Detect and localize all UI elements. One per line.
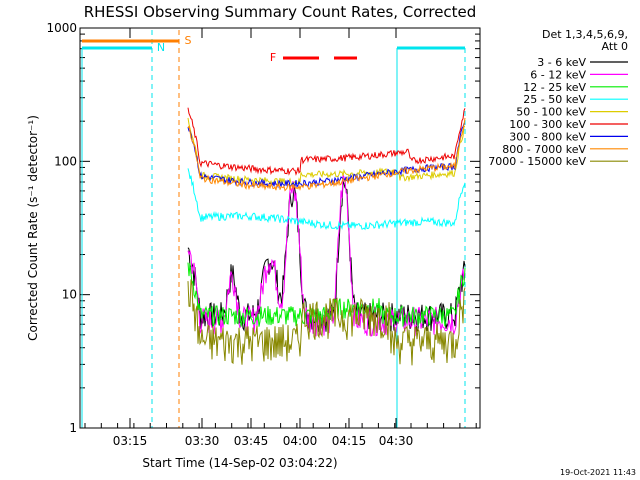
flare-marker-label: F [270,51,276,64]
chart-title: RHESSI Observing Summary Count Rates, Co… [84,3,477,21]
legend-label: 7000 - 15000 keV [488,155,586,168]
legend-label: 25 - 50 keV [523,93,586,106]
y-tick-label: 100 [54,154,77,168]
legend-label: 100 - 300 keV [509,118,586,131]
legend-header-line1: Det 1,3,4,5,6,9, [542,28,628,41]
x-tick-label: 03:45 [234,434,269,448]
series-line [187,173,466,337]
series-line [187,117,466,186]
legend-label: 3 - 6 keV [537,56,586,69]
plot-frame [79,27,481,429]
x-tick-label: 04:00 [283,434,318,448]
series-line [187,117,466,192]
y-tick-label: 10 [62,288,77,302]
x-tick-label: 03:30 [185,434,220,448]
saa-marker-label: S [185,34,192,47]
y-tick-label: 1 [69,421,77,435]
legend-label: 6 - 12 keV [530,68,586,81]
series-line [187,168,466,231]
y-axis-label: Corrected Count Rate (s⁻¹ detector⁻¹) [26,115,40,341]
legend-label: 12 - 25 keV [523,81,586,94]
x-tick-label: 03:15 [113,434,148,448]
plot-area: 1 10 100 1000 03:15 03:30 03:45 04:00 04:15 04:30… [46,21,480,448]
series-line [187,262,466,327]
series-line [187,107,466,176]
night-marker-label: N [157,41,165,54]
x-tick-label: 04:15 [332,434,367,448]
x-axis-label: Start Time (14-Sep-02 03:04:22) [142,456,337,470]
legend-label: 800 - 7000 keV [502,143,586,156]
legend-label: 300 - 800 keV [509,130,586,143]
y-tick-label: 1000 [46,21,77,35]
series-line [187,279,466,366]
timestamp: 19-Oct-2021 11:43 [560,468,636,477]
legend-label: 50 - 100 keV [516,106,586,119]
x-tick-label: 04:30 [379,434,414,448]
legend-header-line2: Att 0 [602,40,628,53]
